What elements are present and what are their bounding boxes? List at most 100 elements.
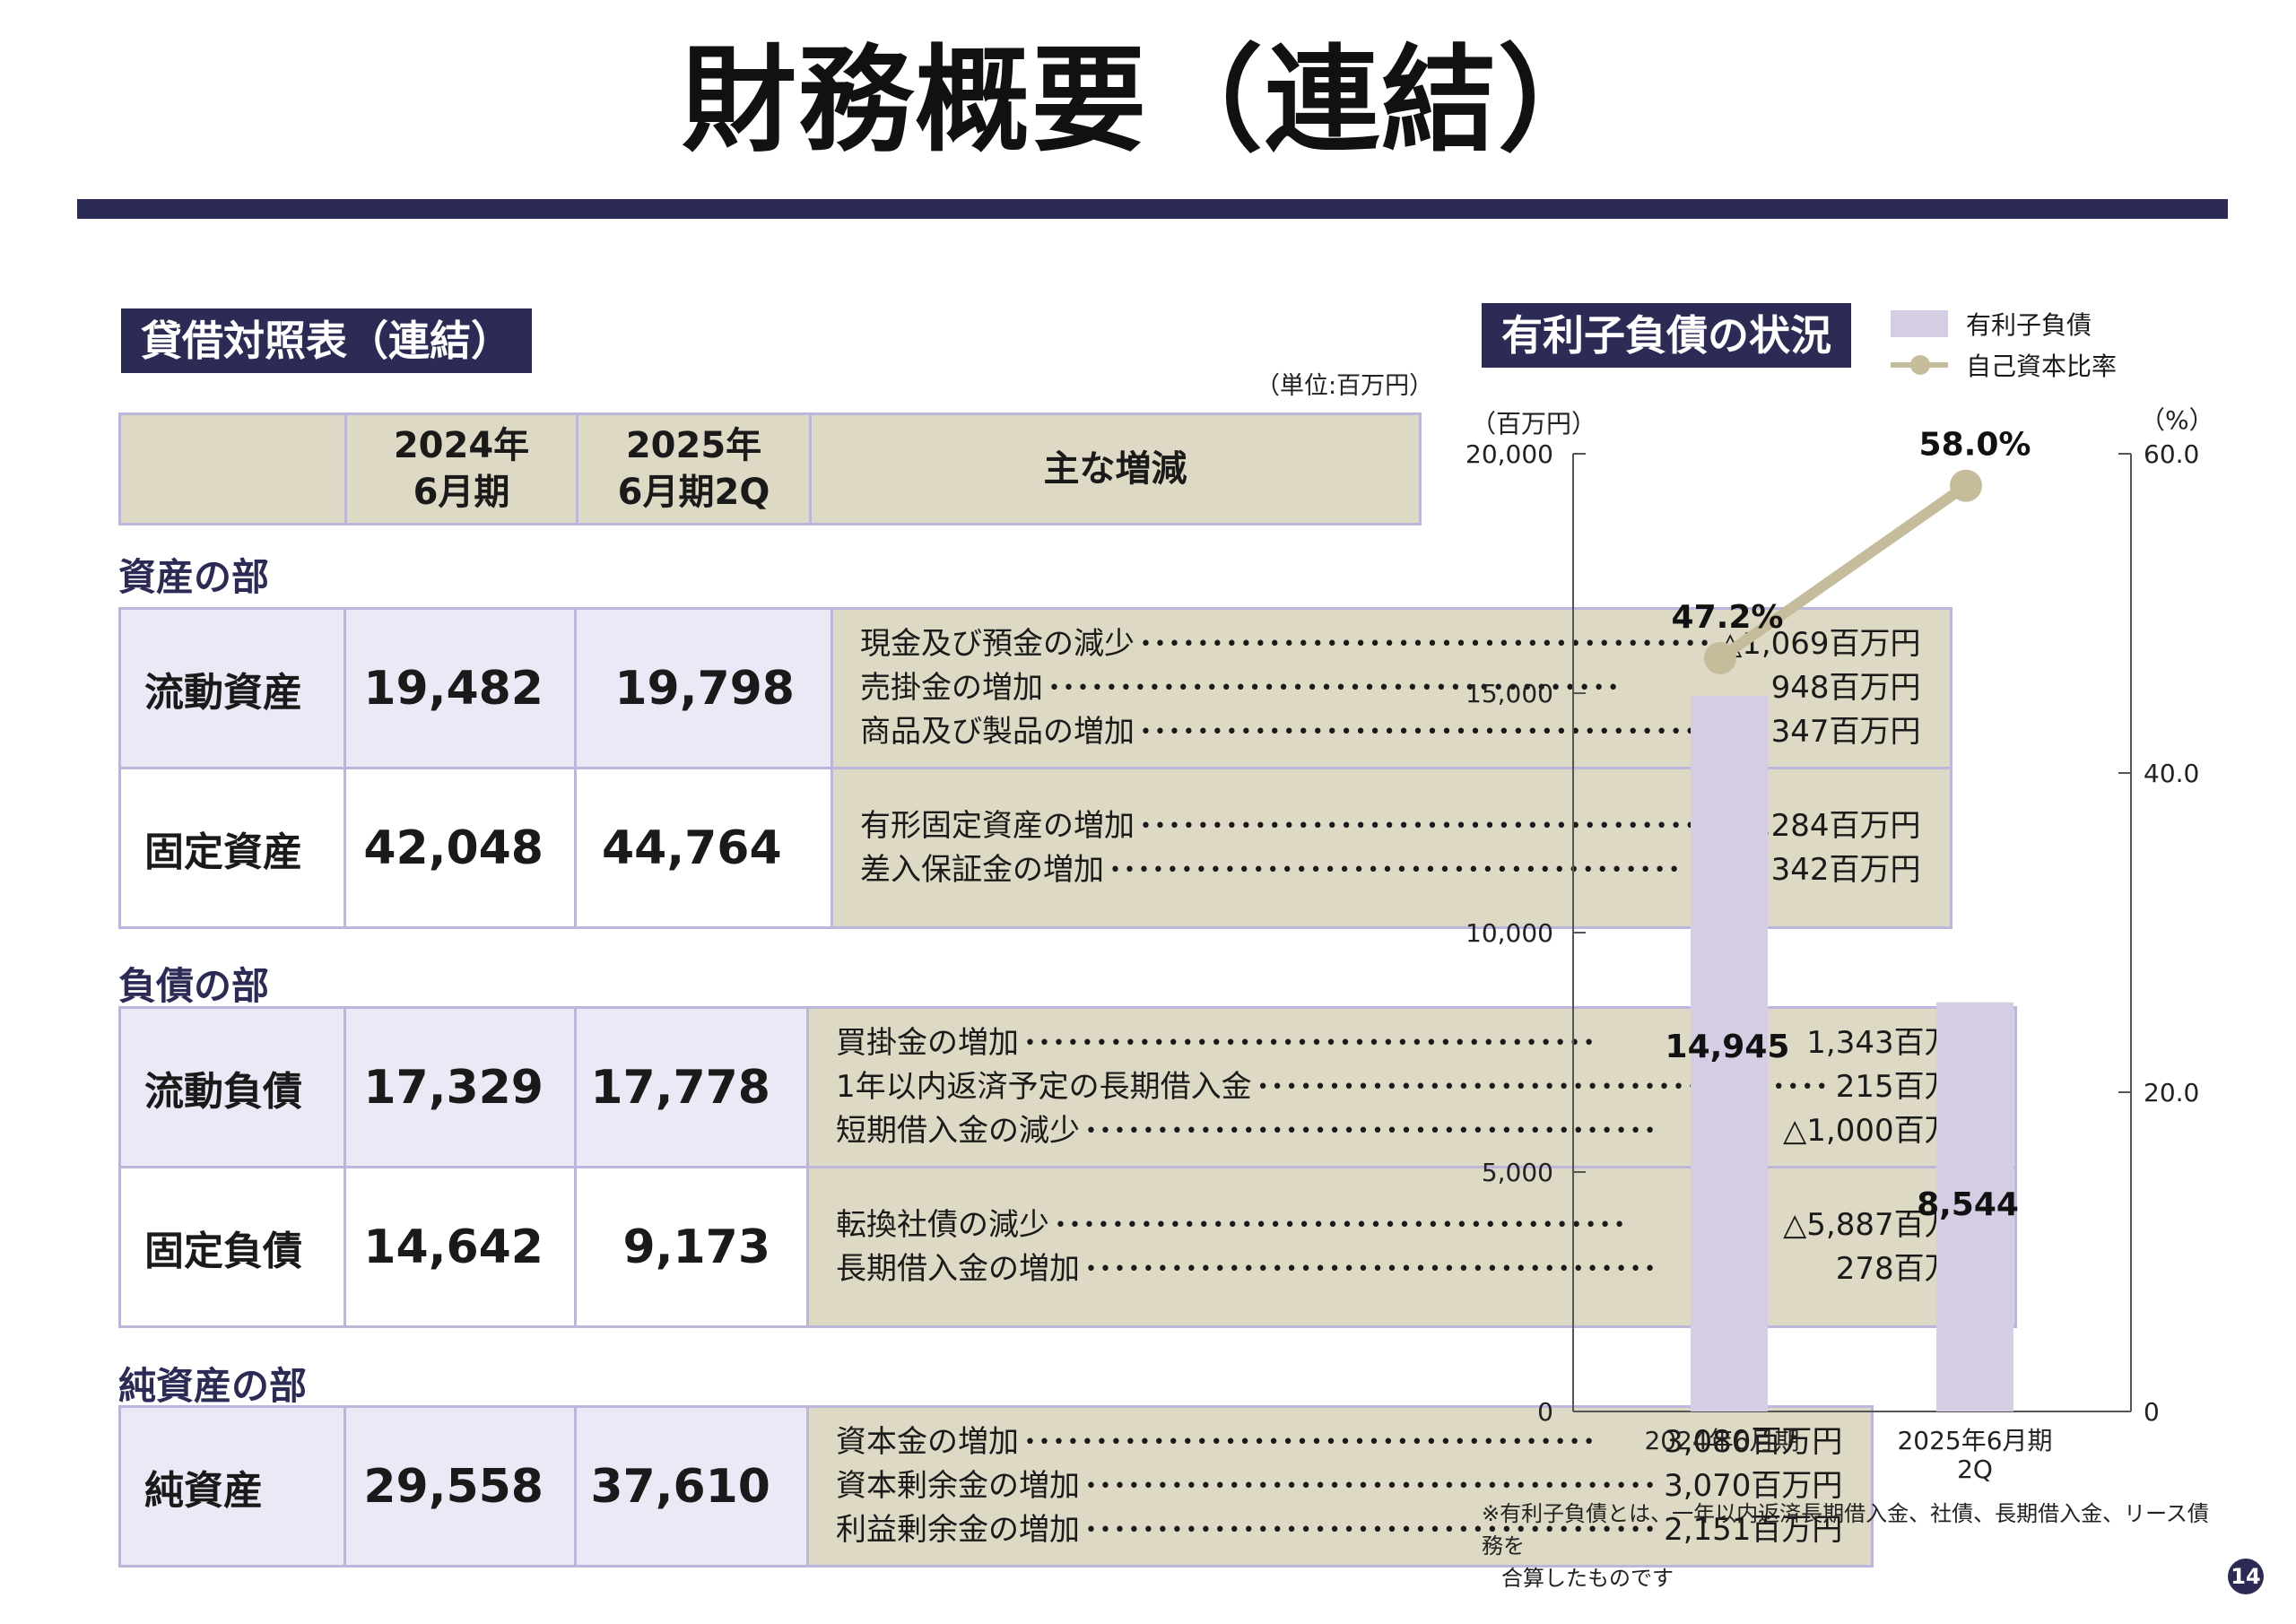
table-row: 純資産 29,558 37,610 資本金の増加 •••••••••••••••••••… xyxy=(118,1405,1874,1568)
change-amount: 2,284百万円 xyxy=(1742,807,1921,844)
change-amount: 3,080百万円 xyxy=(1664,1424,1843,1460)
footnote-line-1: ※有利子負債とは、一年以内返済長期借入金、社債、長期借入金、リース債務を xyxy=(1482,1501,2209,1559)
section-label: 負債の部 xyxy=(118,964,270,1008)
leader-dots: •••••••••••••••••••••••••••••••••••••••• xyxy=(1140,721,1714,743)
change-amount: 347百万円 xyxy=(1770,714,1921,750)
value-2025: 19,798 xyxy=(574,607,833,769)
change-item: 売掛金の増加 ••••••••••••••••••••••••••••••••••… xyxy=(860,666,1921,710)
value-2024: 42,048 xyxy=(344,767,577,929)
change-amount: 342百万円 xyxy=(1770,851,1921,888)
leader-dots: •••••••••••••••••••••••••••••••••••••••• xyxy=(1085,1120,1659,1142)
page-number-badge: 14 xyxy=(2228,1559,2264,1594)
x-tick-label: 2024年6月期 xyxy=(1644,1426,1799,1455)
bar-value-label: 14,945 xyxy=(1665,1029,1790,1065)
leader-dots: •••••••••••••••••••••••••••••••••••••••• xyxy=(1109,858,1683,881)
y-left-tick-label: 10,000 xyxy=(1465,918,1553,948)
changes-cell: 転換社債の減少 •••••••••••••••••••••••••••••••••… xyxy=(806,1166,2017,1328)
balance-sheet-heading: 貸借対照表（連結） xyxy=(121,308,532,373)
header-cell: 主な増減 xyxy=(809,413,1422,525)
value-2024: 19,482 xyxy=(344,607,577,769)
y-right-tick-label: 40.0 xyxy=(2144,759,2199,788)
bar-value-label: 8,544 xyxy=(1917,1186,2019,1223)
balance-sheet-header: 2024年 6月期 2025年 6月期2Q 主な増減 xyxy=(118,413,1422,525)
change-label: 現金及び預金の減少 xyxy=(860,626,1135,662)
header-text: 6月期 xyxy=(413,472,510,513)
header-text: 6月期2Q xyxy=(617,472,770,513)
title-underline xyxy=(77,199,2228,219)
value-2025: 9,173 xyxy=(574,1166,809,1328)
chart-footnote: ※有利子負債とは、一年以内返済長期借入金、社債、長期借入金、リース債務を 合算し… xyxy=(1482,1498,2217,1594)
chart-legend: 有利子負債 自己資本比率 xyxy=(1891,303,2117,386)
change-label: 商品及び製品の増加 xyxy=(860,714,1135,750)
leader-dots: •••••••••••••••••••••••••••••••••••••••• xyxy=(1024,1431,1598,1454)
section-table: 流動資産 19,482 19,798 現金及び預金の減少 •••••••••••••••… xyxy=(118,607,1952,929)
leader-dots: •••••••••••••••••••••••••••••••••••••••• xyxy=(1140,814,1714,838)
change-item: 利益剰余金の増加 ••••••••••••••••••••••••••••••••… xyxy=(836,1508,1842,1552)
change-item: 短期借入金の減少 ••••••••••••••••••••••••••••••••… xyxy=(836,1109,1986,1153)
legend-swatch-bar xyxy=(1891,310,1948,337)
value-2025: 44,764 xyxy=(574,767,833,929)
change-amount: 948百万円 xyxy=(1770,670,1921,706)
y-left-unit: （百万円） xyxy=(1471,409,1596,439)
change-amount: 2,151百万円 xyxy=(1664,1512,1843,1548)
equity-ratio-point xyxy=(1950,469,1982,502)
page-title: 財務概要（連結） xyxy=(681,34,1614,168)
header-text: 主な増減 xyxy=(1043,448,1187,490)
change-label: 有形固定資産の増加 xyxy=(860,807,1135,844)
section-table: 純資産 29,558 37,610 資本金の増加 •••••••••••••••••••… xyxy=(118,1405,1874,1568)
leader-dots: •••••••••••••••••••••••••••••••••••••••• xyxy=(1055,1213,1629,1237)
y-right-tick-label: 0 xyxy=(2144,1397,2160,1427)
value-2024: 17,329 xyxy=(344,1006,577,1168)
y-left-tick-label: 0 xyxy=(1537,1397,1553,1427)
section-label: 純資産の部 xyxy=(118,1364,308,1408)
x-tick-label: 2Q xyxy=(1957,1455,1993,1484)
change-amount: 3,070百万円 xyxy=(1664,1468,1843,1504)
change-item: 買掛金の増加 ••••••••••••••••••••••••••••••••••… xyxy=(836,1021,1986,1065)
change-item: 差入保証金の増加 ••••••••••••••••••••••••••••••••… xyxy=(860,848,1921,892)
leader-dots: •••••••••••••••••••••••••••••••••••••••• xyxy=(1085,1475,1659,1498)
bar xyxy=(1691,695,1768,1411)
legend-item-debt: 有利子負債 xyxy=(1891,303,2117,344)
footnote-line-2: 合算したものです xyxy=(1501,1566,1674,1591)
debt-chart: 0 5,000 10,000 15,000 20,000（百万円） 0 20.0 40.0 60… xyxy=(1465,405,2214,1484)
legend-swatch-line xyxy=(1891,355,1948,375)
change-label: 資本金の増加 xyxy=(836,1424,1019,1460)
legend-label-debt: 有利子負債 xyxy=(1966,310,2092,340)
header-text: 2024年 xyxy=(393,425,530,466)
y-left-tick-label: 20,000 xyxy=(1465,439,1553,469)
leader-dots: •••••••••••••••••••••••••••••••••••••••• xyxy=(1085,1257,1659,1281)
y-right-tick-label: 60.0 xyxy=(2144,439,2199,469)
value-2025: 17,778 xyxy=(574,1006,809,1168)
leader-dots: •••••••••••••••••••••••••••••••••••••••• xyxy=(1024,1032,1598,1055)
value-2024: 29,558 xyxy=(344,1405,577,1568)
change-label: 長期借入金の増加 xyxy=(836,1250,1080,1287)
line-value-label: 47.2% xyxy=(1672,599,1784,636)
leader-dots: •••••••••••••••••••••••••••••••••••••••• xyxy=(1085,1519,1659,1541)
unit-note: （単位:百万円） xyxy=(1256,372,1434,400)
change-label: 転換社債の減少 xyxy=(836,1206,1049,1243)
legend-item-equity-ratio: 自己資本比率 xyxy=(1891,344,2117,386)
value-2024: 14,642 xyxy=(344,1166,577,1328)
change-label: 買掛金の増加 xyxy=(836,1025,1019,1061)
legend-label-equity-ratio: 自己資本比率 xyxy=(1966,352,2118,381)
changes-cell: 資本金の増加 ••••••••••••••••••••••••••••••••••… xyxy=(805,1405,1874,1568)
change-item: 有形固定資産の増加 •••••••••••••••••••••••••••••••… xyxy=(860,804,1921,848)
line-value-label: 58.0% xyxy=(1919,427,2031,464)
value-2025: 37,610 xyxy=(574,1405,809,1568)
header-cell: 2025年 6月期2Q xyxy=(576,413,812,525)
section-table: 流動負債 17,329 17,778 買掛金の増加 ••••••••••••••••••… xyxy=(118,1006,2017,1328)
leader-dots: •••••••••••••••••••••••••••••••••••••••• xyxy=(1140,633,1714,656)
leader-dots: •••••••••••••••••••••••••••••••••••••••• xyxy=(1048,677,1622,699)
change-item: 商品及び製品の増加 •••••••••••••••••••••••••••••••… xyxy=(860,710,1921,754)
table-row: 流動資産 19,482 19,798 現金及び預金の減少 •••••••••••••••… xyxy=(118,607,1952,769)
row-label: 固定資産 xyxy=(118,767,346,929)
section-label: 資産の部 xyxy=(118,555,270,599)
change-label: 資本剰余金の増加 xyxy=(836,1468,1080,1504)
row-label: 流動資産 xyxy=(118,607,346,769)
x-tick-label: 2025年6月期 xyxy=(1897,1426,2052,1455)
change-label: 1年以内返済予定の長期借入金 xyxy=(836,1069,1252,1105)
y-left-tick-label: 15,000 xyxy=(1465,679,1553,708)
y-left-tick-label: 5,000 xyxy=(1482,1158,1553,1187)
change-label: 利益剰余金の増加 xyxy=(836,1512,1080,1548)
debt-heading: 有利子負債の状況 xyxy=(1482,303,1851,368)
